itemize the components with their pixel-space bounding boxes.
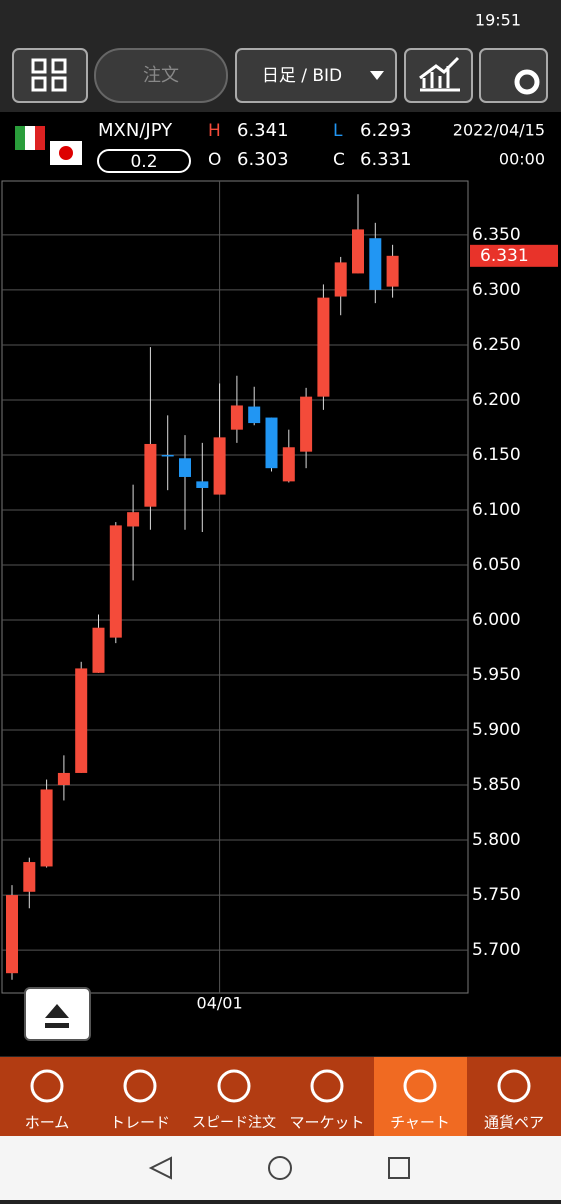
- y-tick-label: 6.200: [472, 390, 521, 410]
- candle-body: [196, 481, 209, 488]
- settings-icon: [514, 69, 540, 95]
- high: 6.341: [237, 120, 289, 141]
- nav-label[interactable]: スピード注文: [192, 1115, 276, 1131]
- candle-body: [40, 789, 53, 867]
- y-tick-label: 5.700: [472, 940, 521, 960]
- close: 6.331: [360, 149, 412, 170]
- candle-body: [109, 525, 122, 638]
- eject-icon: [45, 1004, 69, 1028]
- indicator-icon: [419, 56, 460, 92]
- y-tick-label: 6.250: [472, 335, 521, 355]
- y-tick-label: 6.150: [472, 445, 521, 465]
- plot: 5.700 5.750 5.800 5.850 5.900 5.950 6.000 6.050…: [2, 181, 558, 1013]
- back-button[interactable]: [148, 1156, 172, 1180]
- menu-icon: [31, 58, 67, 92]
- time: 00:00: [499, 150, 545, 169]
- candle-body: [75, 668, 88, 773]
- open: 6.303: [237, 149, 289, 170]
- spread-box: [97, 149, 191, 173]
- order-label: 注文: [143, 65, 179, 86]
- spread: 0.2: [130, 152, 157, 172]
- x-tick-label: 04/01: [197, 994, 243, 1013]
- candle-body: [300, 396, 313, 452]
- y-tick-label: 6.350: [472, 225, 521, 245]
- y-tick-label: 6.000: [472, 610, 521, 630]
- nav-items: ホーム トレード スピード注文 マーケット チャート 通貨ペア: [25, 1069, 544, 1132]
- nav-icon: [497, 1069, 531, 1103]
- nav-label[interactable]: ホーム: [25, 1114, 70, 1132]
- y-tick-label: 5.750: [472, 885, 521, 905]
- candle-body: [386, 255, 399, 287]
- nav-icon: [217, 1069, 251, 1103]
- dropdown-arrow: [370, 71, 384, 80]
- low-label: L: [333, 121, 343, 141]
- pair: MXN/JPY: [98, 120, 173, 141]
- last-price-label: 6.331: [480, 246, 529, 266]
- settings-button[interactable]: [479, 48, 548, 103]
- candle-body: [248, 406, 261, 424]
- timeframe-select[interactable]: [235, 48, 397, 103]
- system-nav: [0, 1136, 561, 1200]
- low: 6.293: [360, 120, 412, 141]
- candle-body: [334, 262, 347, 297]
- nav-icon: [123, 1069, 157, 1103]
- candle-body: [179, 458, 191, 477]
- quote-header: [0, 112, 561, 178]
- recents-button[interactable]: [388, 1157, 410, 1179]
- high-label: H: [208, 121, 221, 141]
- candle-body: [161, 454, 174, 457]
- nav-icon: [403, 1069, 437, 1103]
- status-time: 19:51: [475, 11, 521, 30]
- nav-icon: [30, 1069, 64, 1103]
- last-price-box: [470, 244, 558, 267]
- candle-body: [6, 895, 18, 974]
- y-tick-label: 5.950: [472, 665, 521, 685]
- order-button[interactable]: [94, 48, 228, 103]
- y-tick-label: 5.900: [472, 720, 521, 740]
- flag-jp-sun: [59, 146, 73, 160]
- y-tick-label: 6.300: [472, 280, 521, 300]
- y-tick-label: 5.850: [472, 775, 521, 795]
- nav-label[interactable]: チャート: [390, 1114, 450, 1132]
- nav-label[interactable]: マーケット: [289, 1114, 364, 1132]
- candle-body: [127, 512, 140, 527]
- y-tick-label: 6.050: [472, 555, 521, 575]
- candle-body: [92, 627, 105, 673]
- open-label: O: [208, 150, 221, 170]
- candle-body: [144, 443, 157, 507]
- timeframe-label: 日足 / BID: [262, 66, 342, 86]
- candle-body: [265, 417, 278, 469]
- candle-body: [317, 297, 330, 397]
- y-tick-label: 6.100: [472, 500, 521, 520]
- home-button[interactable]: [268, 1156, 292, 1180]
- y-tick-label: 5.800: [472, 830, 521, 850]
- nav-label[interactable]: 通貨ペア: [484, 1114, 544, 1132]
- candle-body: [352, 229, 364, 274]
- nav-icon: [310, 1069, 344, 1103]
- candle-body: [282, 447, 295, 482]
- indicator-button[interactable]: [404, 48, 473, 103]
- bottom-nav: [0, 1057, 561, 1136]
- menu-button[interactable]: [12, 48, 88, 103]
- flag-mx-center: [25, 126, 35, 150]
- nav-label[interactable]: トレード: [110, 1114, 170, 1132]
- flag-mx-right: [35, 126, 45, 150]
- candle-body: [213, 437, 226, 495]
- candle-body: [57, 772, 70, 786]
- candle-body: [230, 405, 243, 430]
- close-label: C: [333, 150, 345, 170]
- plot-frame: [1, 180, 469, 994]
- candle-body: [369, 238, 382, 290]
- candle-body: [23, 862, 36, 892]
- date: 2022/04/15: [453, 121, 545, 140]
